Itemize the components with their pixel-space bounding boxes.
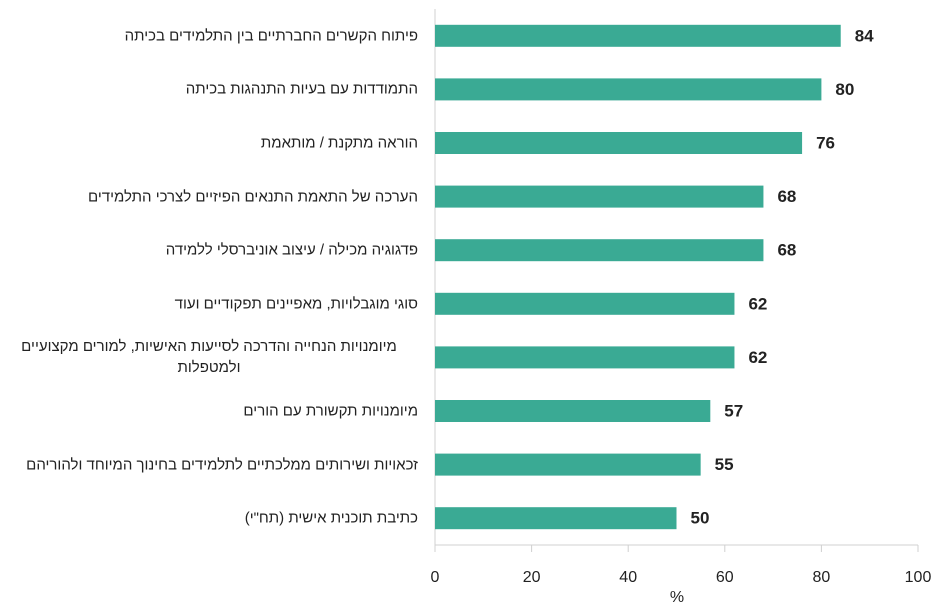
y-tick-label: זכאויות ושירותים ממלכתיים לתלמידים בחינו… bbox=[26, 456, 418, 474]
data-label: 84 bbox=[855, 26, 874, 45]
x-tick-label: 100 bbox=[905, 569, 932, 586]
bar bbox=[435, 400, 711, 422]
y-tick-label: כתיבת תוכנית אישית (תח"י) bbox=[244, 509, 418, 527]
y-tick-label: סוגי מוגבלויות, מאפיינים תפקודיים ועוד bbox=[174, 295, 418, 313]
data-label: 62 bbox=[748, 348, 767, 367]
x-tick-label: 0 bbox=[431, 569, 440, 586]
x-axis-label: % bbox=[670, 589, 684, 606]
y-tick-label: פדגוגיה מכילה / עיצוב אוניברסלי ללמידה bbox=[165, 241, 418, 259]
bar bbox=[435, 239, 764, 262]
bar bbox=[435, 24, 841, 47]
bar bbox=[435, 453, 701, 476]
bar bbox=[435, 346, 735, 369]
data-label: 80 bbox=[835, 80, 854, 99]
y-tick-label: מיומנויות תקשורת עם הורים bbox=[243, 402, 418, 420]
data-label: 55 bbox=[715, 455, 734, 474]
y-tick-label: מיומנויות הנחייה והדרכה לסייעות האישיות,… bbox=[21, 338, 397, 377]
bar bbox=[435, 507, 677, 530]
bar bbox=[435, 185, 764, 208]
data-label: 68 bbox=[777, 187, 796, 206]
data-label: 62 bbox=[748, 294, 767, 313]
data-label: 68 bbox=[777, 241, 796, 260]
bar bbox=[435, 78, 822, 101]
bar bbox=[435, 292, 735, 315]
x-tick-label: 20 bbox=[523, 569, 541, 586]
bar bbox=[435, 132, 803, 154]
y-tick-label: התמודדות עם בעיות התנהגות בכיתה bbox=[185, 80, 418, 98]
x-tick-label: 40 bbox=[619, 569, 637, 586]
y-tick-label: הערכה של התאמת התנאים הפיזיים לצרכי התלמ… bbox=[88, 188, 418, 206]
x-tick-label: 80 bbox=[813, 569, 831, 586]
data-label: 76 bbox=[816, 133, 835, 152]
y-tick-label: פיתוח הקשרים החברתיים בין התלמידים בכיתה bbox=[124, 27, 418, 45]
x-tick-label: 60 bbox=[716, 569, 734, 586]
data-label: 57 bbox=[724, 401, 743, 420]
data-label: 50 bbox=[691, 509, 710, 528]
y-tick-label: הוראה מתקנת / מותאמת bbox=[260, 134, 418, 152]
